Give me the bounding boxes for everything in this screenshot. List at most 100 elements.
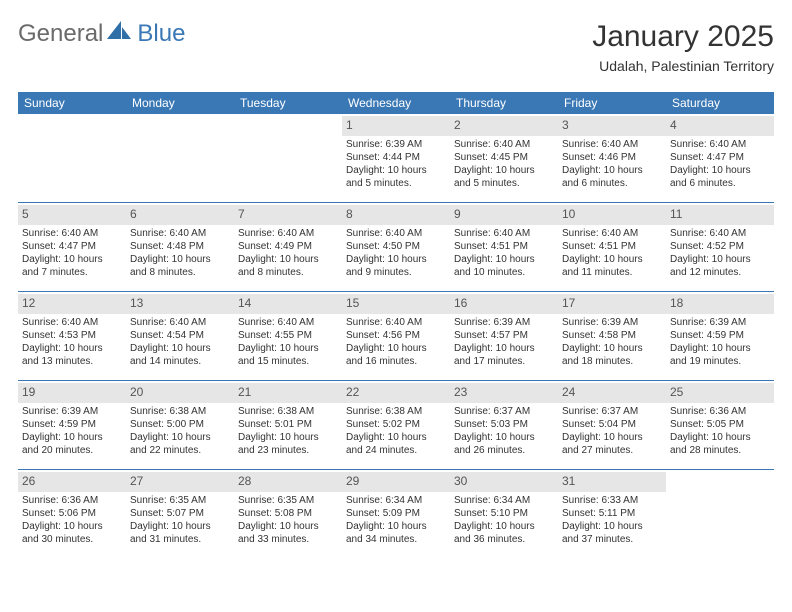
day-number: 5 xyxy=(18,205,126,225)
daylight-text-2: and 23 minutes. xyxy=(238,444,338,457)
day-cell: 19Sunrise: 6:39 AMSunset: 4:59 PMDayligh… xyxy=(18,381,126,470)
title-block: January 2025 Udalah, Palestinian Territo… xyxy=(592,20,774,74)
sunrise-text: Sunrise: 6:38 AM xyxy=(346,405,446,418)
day-number: 3 xyxy=(558,116,666,136)
sunset-text: Sunset: 5:03 PM xyxy=(454,418,554,431)
week-row: 12 Sunrise: 6:40 AMSunset: 4:53 PM Dayligh… xyxy=(18,292,774,381)
day-number: 1 xyxy=(342,116,450,136)
daylight-text-1: Daylight: 10 hours xyxy=(22,520,122,533)
page-subtitle: Udalah, Palestinian Territory xyxy=(592,58,774,74)
daylight-text-2: and 20 minutes. xyxy=(22,444,122,457)
day-number: 6 xyxy=(126,205,234,225)
sunrise-text: Sunrise: 6:36 AM xyxy=(670,405,770,418)
sunrise-text: Sunrise: 6:39 AM xyxy=(346,138,446,151)
brand-logo: General Blue xyxy=(18,20,185,48)
weekday-header: Friday xyxy=(558,92,666,114)
day-number: 31 xyxy=(558,472,666,492)
daylight-text-2: and 5 minutes. xyxy=(346,177,446,190)
daylight-text-2: and 5 minutes. xyxy=(454,177,554,190)
day-number: 20 xyxy=(126,383,234,403)
day-cell: 27Sunrise: 6:35 AMSunset: 5:07 PMDayligh… xyxy=(126,470,234,558)
day-number: 2 xyxy=(450,116,558,136)
day-cell: 2Sunrise: 6:40 AMSunset: 4:45 PMDaylight… xyxy=(450,114,558,203)
daylight-text-1: Daylight: 10 hours xyxy=(454,253,554,266)
sunrise-text: Sunrise: 6:39 AM xyxy=(562,316,662,329)
sunset-text: Sunset: 4:59 PM xyxy=(22,418,122,431)
day-cell: 26Sunrise: 6:36 AMSunset: 5:06 PMDayligh… xyxy=(18,470,126,558)
day-number: 14 xyxy=(234,294,342,314)
sunrise-text: Sunrise: 6:40 AM xyxy=(454,227,554,240)
daylight-text-2: and 27 minutes. xyxy=(562,444,662,457)
sunrise-text: Sunrise: 6:40 AM xyxy=(562,227,662,240)
day-cell xyxy=(18,114,126,203)
sunset-text: Sunset: 4:52 PM xyxy=(670,240,770,253)
daylight-text-1: Daylight: 10 hours xyxy=(562,520,662,533)
sunrise-text: Sunrise: 6:40 AM xyxy=(670,227,770,240)
day-cell: 15Sunrise: 6:40 AMSunset: 4:56 PMDayligh… xyxy=(342,292,450,381)
daylight-text-2: and 24 minutes. xyxy=(346,444,446,457)
sunset-text: Sunset: 4:47 PM xyxy=(22,240,122,253)
day-number: 12 xyxy=(18,294,126,314)
sunset-text: Sunset: 5:02 PM xyxy=(346,418,446,431)
sunrise-text: Sunrise: 6:40 AM xyxy=(346,227,446,240)
sunset-text: Sunset: 4:54 PM xyxy=(130,329,230,342)
day-number: 27 xyxy=(126,472,234,492)
daylight-text-2: and 11 minutes. xyxy=(562,266,662,279)
sunset-text: Sunset: 4:44 PM xyxy=(346,151,446,164)
daylight-text-2: and 33 minutes. xyxy=(238,533,338,546)
weekday-header: Thursday xyxy=(450,92,558,114)
weekday-header: Saturday xyxy=(666,92,774,114)
daylight-text-1: Daylight: 10 hours xyxy=(346,253,446,266)
daylight-text-2: and 8 minutes. xyxy=(238,266,338,279)
daylight-text-1: Daylight: 10 hours xyxy=(346,164,446,177)
daylight-text-1: Daylight: 10 hours xyxy=(670,164,770,177)
sunrise-text: Sunrise: 6:34 AM xyxy=(346,494,446,507)
day-cell: 9Sunrise: 6:40 AMSunset: 4:51 PMDaylight… xyxy=(450,203,558,292)
daylight-text-1: Daylight: 10 hours xyxy=(238,342,338,355)
daylight-text-1: Daylight: 10 hours xyxy=(22,431,122,444)
header: General Blue January 2025 Udalah, Palest… xyxy=(18,20,774,74)
sunset-text: Sunset: 4:56 PM xyxy=(346,329,446,342)
daylight-text-2: and 6 minutes. xyxy=(562,177,662,190)
day-number: 10 xyxy=(558,205,666,225)
sunrise-text: Sunrise: 6:40 AM xyxy=(238,227,338,240)
daylight-text-2: and 16 minutes. xyxy=(346,355,446,368)
day-number: 7 xyxy=(234,205,342,225)
calendar-table: SundayMondayTuesdayWednesdayThursdayFrid… xyxy=(18,92,774,558)
daylight-text-1: Daylight: 10 hours xyxy=(670,342,770,355)
day-cell: 23Sunrise: 6:37 AMSunset: 5:03 PMDayligh… xyxy=(450,381,558,470)
sunset-text: Sunset: 5:05 PM xyxy=(670,418,770,431)
brand-part1: General xyxy=(18,20,103,48)
sunset-text: Sunset: 4:47 PM xyxy=(670,151,770,164)
sunset-text: Sunset: 4:46 PM xyxy=(562,151,662,164)
day-cell: 7Sunrise: 6:40 AMSunset: 4:49 PMDaylight… xyxy=(234,203,342,292)
day-number: 30 xyxy=(450,472,558,492)
day-number: 21 xyxy=(234,383,342,403)
day-cell: 25Sunrise: 6:36 AMSunset: 5:05 PMDayligh… xyxy=(666,381,774,470)
sunrise-text: Sunrise: 6:40 AM xyxy=(670,138,770,151)
day-cell: 10Sunrise: 6:40 AMSunset: 4:51 PMDayligh… xyxy=(558,203,666,292)
daylight-text-2: and 18 minutes. xyxy=(562,355,662,368)
day-cell xyxy=(666,470,774,558)
day-cell: 1 Sunrise: 6:39 AMSunset: 4:44 PMDaylight… xyxy=(342,114,450,203)
day-cell: 16Sunrise: 6:39 AMSunset: 4:57 PMDayligh… xyxy=(450,292,558,381)
daylight-text-1: Daylight: 10 hours xyxy=(238,253,338,266)
sunset-text: Sunset: 4:53 PM xyxy=(22,329,122,342)
daylight-text-1: Daylight: 10 hours xyxy=(562,342,662,355)
sunset-text: Sunset: 4:57 PM xyxy=(454,329,554,342)
day-number: 26 xyxy=(18,472,126,492)
day-number: 23 xyxy=(450,383,558,403)
sunrise-text: Sunrise: 6:40 AM xyxy=(454,138,554,151)
sunset-text: Sunset: 5:08 PM xyxy=(238,507,338,520)
sunrise-text: Sunrise: 6:36 AM xyxy=(22,494,122,507)
day-number: 16 xyxy=(450,294,558,314)
daylight-text-1: Daylight: 10 hours xyxy=(562,431,662,444)
sunrise-text: Sunrise: 6:39 AM xyxy=(454,316,554,329)
brand-part2: Blue xyxy=(137,20,185,48)
sunrise-text: Sunrise: 6:40 AM xyxy=(22,316,122,329)
daylight-text-2: and 22 minutes. xyxy=(130,444,230,457)
day-cell: 8Sunrise: 6:40 AMSunset: 4:50 PMDaylight… xyxy=(342,203,450,292)
page-title: January 2025 xyxy=(592,20,774,54)
day-cell: 13Sunrise: 6:40 AMSunset: 4:54 PMDayligh… xyxy=(126,292,234,381)
sunset-text: Sunset: 5:04 PM xyxy=(562,418,662,431)
